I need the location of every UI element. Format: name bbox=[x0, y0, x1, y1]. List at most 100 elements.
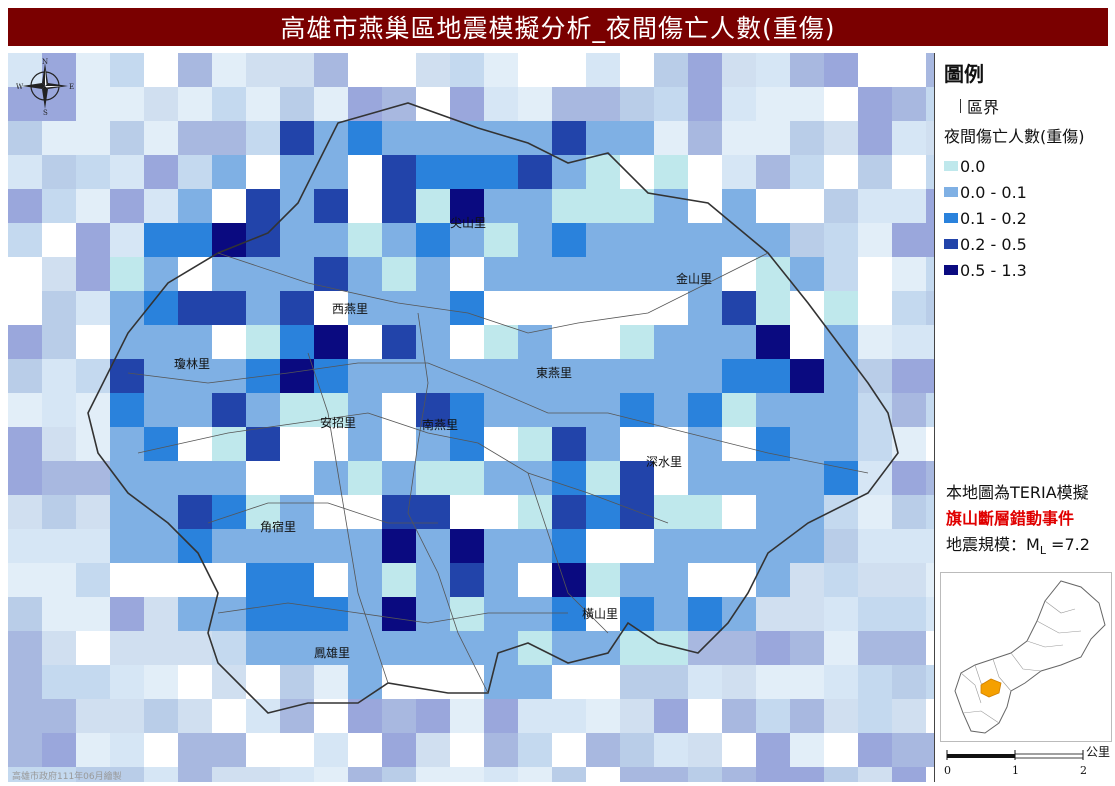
grid-cell bbox=[552, 427, 586, 461]
grid-cell bbox=[382, 461, 416, 495]
grid-cell bbox=[280, 767, 314, 782]
grid-cell bbox=[790, 597, 824, 631]
note-model: 本地圖為TERIA模擬 bbox=[946, 483, 1089, 502]
grid-cell bbox=[76, 665, 110, 699]
grid-cell bbox=[416, 699, 450, 733]
grid-cell bbox=[620, 291, 654, 325]
grid-cell bbox=[824, 155, 858, 189]
grid-cell bbox=[484, 699, 518, 733]
grid-cell bbox=[42, 495, 76, 529]
grid-cell bbox=[76, 87, 110, 121]
grid-cell bbox=[654, 427, 688, 461]
grid-cell bbox=[382, 563, 416, 597]
grid-cell bbox=[586, 53, 620, 87]
grid-cell bbox=[654, 87, 688, 121]
grid-cell bbox=[246, 529, 280, 563]
grid-cell bbox=[688, 461, 722, 495]
grid-cell bbox=[552, 393, 586, 427]
grid-cell bbox=[144, 427, 178, 461]
compass-rose-icon: N S W E bbox=[16, 57, 74, 115]
compass-s: S bbox=[43, 109, 48, 115]
grid-cell bbox=[688, 325, 722, 359]
grid-cell bbox=[450, 563, 484, 597]
village-label-xiyan: 西燕里 bbox=[332, 302, 369, 316]
grid-cell bbox=[756, 53, 790, 87]
grid-cell bbox=[756, 699, 790, 733]
grid-cell bbox=[518, 563, 552, 597]
grid-cell bbox=[926, 495, 934, 529]
grid-cell bbox=[8, 257, 42, 291]
grid-cell bbox=[688, 121, 722, 155]
grid-cell bbox=[688, 427, 722, 461]
grid-cell bbox=[110, 563, 144, 597]
grid-cell bbox=[144, 189, 178, 223]
grid-cell bbox=[552, 597, 586, 631]
village-label-dongyan: 東燕里 bbox=[536, 366, 573, 380]
grid-cell bbox=[8, 461, 42, 495]
grid-cell bbox=[144, 155, 178, 189]
grid-cell bbox=[110, 427, 144, 461]
grid-cell bbox=[178, 767, 212, 782]
grid-cell bbox=[280, 461, 314, 495]
grid-cell bbox=[620, 325, 654, 359]
grid-cell bbox=[314, 529, 348, 563]
grid-cell bbox=[858, 87, 892, 121]
grid-cell bbox=[926, 53, 934, 87]
grid-cell bbox=[892, 597, 926, 631]
grid-cell bbox=[280, 495, 314, 529]
grid-cell bbox=[620, 461, 654, 495]
grid-cell bbox=[824, 665, 858, 699]
grid-cell bbox=[382, 257, 416, 291]
grid-cell bbox=[824, 529, 858, 563]
village-boundary bbox=[127, 362, 869, 474]
grid-cell bbox=[654, 733, 688, 767]
grid-cell bbox=[722, 155, 756, 189]
grid-cell bbox=[416, 733, 450, 767]
grid-cell bbox=[280, 631, 314, 665]
grid-cell bbox=[688, 767, 722, 782]
grid-cell bbox=[552, 325, 586, 359]
grid-cell bbox=[722, 699, 756, 733]
grid-cell bbox=[246, 189, 280, 223]
grid-cell bbox=[280, 393, 314, 427]
grid-cell bbox=[518, 393, 552, 427]
grid-cell bbox=[416, 461, 450, 495]
grid-cell bbox=[654, 767, 688, 782]
grid-cell bbox=[926, 325, 934, 359]
grid-cell bbox=[8, 495, 42, 529]
grid-cell bbox=[42, 87, 76, 121]
grid-cell bbox=[824, 223, 858, 257]
grid-cell bbox=[348, 121, 382, 155]
grid-cell bbox=[756, 393, 790, 427]
grid-cell bbox=[450, 53, 484, 87]
grid-cell bbox=[518, 631, 552, 665]
grid-cell bbox=[450, 495, 484, 529]
grid-cell bbox=[926, 257, 934, 291]
grid-cell bbox=[552, 53, 586, 87]
grid-cell bbox=[280, 223, 314, 257]
grid-cell bbox=[178, 53, 212, 87]
grid-cell bbox=[348, 733, 382, 767]
grid-cell bbox=[620, 53, 654, 87]
grid-cell bbox=[518, 427, 552, 461]
grid-cell bbox=[246, 427, 280, 461]
grid-cell bbox=[824, 53, 858, 87]
grid-cell bbox=[654, 699, 688, 733]
grid-cell bbox=[824, 461, 858, 495]
village-label-jiaosu: 角宿里 bbox=[260, 520, 297, 534]
grid-cell bbox=[314, 563, 348, 597]
grid-cell bbox=[620, 189, 654, 223]
grid-cell bbox=[348, 393, 382, 427]
grid-cell bbox=[280, 189, 314, 223]
grid-cell bbox=[756, 325, 790, 359]
grid-cell bbox=[620, 699, 654, 733]
grid-cell bbox=[450, 427, 484, 461]
map-canvas[interactable]: 尖山里 金山里 西燕里 東燕里 瓊林里 安招里 南燕里 深水里 角宿里 橫山里 … bbox=[8, 53, 934, 782]
grid-cell bbox=[756, 155, 790, 189]
grid-cell bbox=[110, 393, 144, 427]
grid-cell bbox=[484, 325, 518, 359]
grid-cell bbox=[314, 733, 348, 767]
grid-cell bbox=[416, 631, 450, 665]
grid-cell bbox=[280, 665, 314, 699]
grid-cell bbox=[892, 87, 926, 121]
